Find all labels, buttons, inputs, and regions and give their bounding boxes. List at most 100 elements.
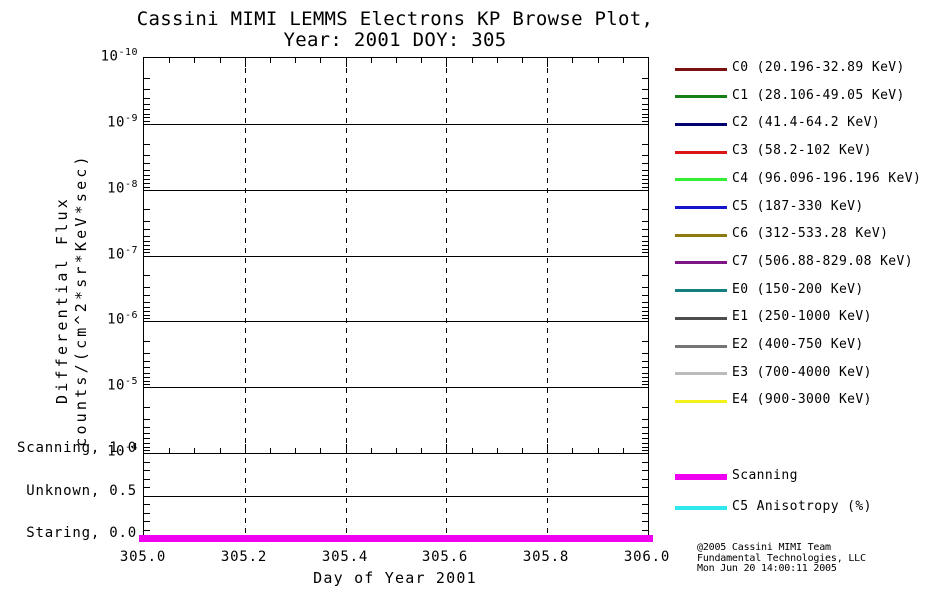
y-log-minor-tick-left (144, 427, 150, 428)
y-tick-exponent: -5 (124, 376, 138, 387)
flux-decade-gridline (144, 124, 648, 125)
x-minor-tick-boundary (396, 448, 397, 453)
x-minor-tick-top (472, 58, 473, 63)
legend-label-scanning: Scanning (732, 468, 798, 483)
chart-title-line2: Year: 2001 DOY: 305 (283, 29, 507, 51)
y-log-minor-tick-right (642, 109, 648, 110)
x-tick-label: 306.0 (623, 549, 671, 565)
x-major-tick-top (446, 58, 447, 67)
vertical-dashed-gridline (245, 58, 246, 538)
y-log-minor-tick-left (144, 361, 150, 362)
legend-label-e2: E2 (400-750 KeV) (732, 337, 864, 352)
y-log-minor-tick-right (642, 302, 648, 303)
y-log-minor-tick-left (144, 155, 150, 156)
flux-decade-gridline (144, 387, 648, 388)
legend: C0 (20.196-32.89 KeV) C1 (28.106-49.05 Ke… (675, 0, 950, 600)
y-tick-exponent: -9 (124, 113, 138, 124)
y-log-minor-tick-right (642, 229, 648, 230)
y-log-minor-tick-right (642, 447, 648, 448)
y-log-minor-tick-right (642, 114, 648, 115)
y-log-minor-tick-left (144, 114, 150, 115)
y-log-minor-tick-left (144, 433, 150, 434)
x-minor-tick-boundary (320, 448, 321, 453)
y-log-minor-tick-left (144, 229, 150, 230)
legend-line-c6 (675, 234, 727, 237)
y-flux-tick-label: 10-4 (0, 442, 138, 460)
mode-minor-tick-left (144, 521, 150, 522)
y-log-minor-tick-right (642, 318, 648, 319)
mode-tick-label: Unknown, 0.5 (26, 483, 137, 499)
y-log-minor-tick-right (642, 121, 648, 122)
y-log-minor-tick-left (144, 384, 150, 385)
legend-label-c3: C3 (58.2-102 KeV) (732, 143, 872, 158)
y-log-minor-tick-right (642, 249, 648, 250)
y-log-minor-tick-right (642, 427, 648, 428)
legend-line-scanning (675, 474, 727, 480)
x-axis-title: Day of Year 2001 (313, 569, 477, 587)
mode-minor-tick-left (144, 530, 150, 531)
y-log-minor-tick-left (144, 302, 150, 303)
y-log-minor-tick-right (642, 307, 648, 308)
legend-label-e4: E4 (900-3000 KeV) (732, 392, 872, 407)
y-log-minor-tick-left (144, 175, 150, 176)
y-log-minor-tick-right (642, 89, 648, 90)
y-log-minor-tick-right (642, 179, 648, 180)
mode-minor-tick-right (642, 513, 648, 514)
vertical-dashed-gridline (446, 58, 447, 538)
y-log-minor-tick-left (144, 98, 150, 99)
legend-line-c0 (675, 68, 727, 71)
x-minor-tick-top (421, 58, 422, 63)
y-log-minor-tick-left (144, 179, 150, 180)
x-minor-tick-top (396, 58, 397, 63)
y-log-minor-tick-left (144, 121, 150, 122)
flux-decade-gridline (144, 256, 648, 257)
y-log-minor-tick-right (642, 155, 648, 156)
x-minor-tick-boundary (497, 448, 498, 453)
y-tick-exponent: -10 (118, 47, 138, 58)
legend-line-c3 (675, 151, 727, 154)
y-log-minor-tick-right (642, 341, 648, 342)
y-log-minor-tick-right (642, 236, 648, 237)
y-log-minor-tick-left (144, 117, 150, 118)
y-log-minor-tick-right (642, 163, 648, 164)
x-minor-tick-top (623, 58, 624, 63)
y-tick-base: 10 (107, 114, 125, 131)
y-log-minor-tick-left (144, 170, 150, 171)
y-tick-exponent: -7 (124, 245, 138, 256)
flux-mode-boundary-line (144, 453, 648, 454)
y-log-minor-tick-left (144, 144, 150, 145)
y-log-minor-tick-left (144, 341, 150, 342)
y-log-minor-tick-right (642, 144, 648, 145)
legend-label-c2: C2 (41.4-64.2 KeV) (732, 115, 881, 130)
y-log-minor-tick-right (642, 443, 648, 444)
y-log-minor-tick-right (642, 295, 648, 296)
vertical-dashed-gridline (547, 58, 548, 538)
mode-minor-tick-right (642, 479, 648, 480)
y-log-minor-tick-right (642, 187, 648, 188)
y-log-minor-tick-left (144, 245, 150, 246)
x-minor-tick-top (572, 58, 573, 63)
y-log-minor-tick-right (642, 175, 648, 176)
y-log-minor-tick-right (642, 241, 648, 242)
mode-minor-tick-right (642, 462, 648, 463)
y-flux-tick-label: 10-10 (0, 47, 138, 65)
y-flux-tick-label: 10-8 (0, 179, 138, 197)
y-log-minor-tick-left (144, 315, 150, 316)
y-flux-tick-label: 10-9 (0, 113, 138, 131)
y-log-minor-tick-left (144, 104, 150, 105)
y-log-minor-tick-left (144, 367, 150, 368)
y-log-minor-tick-left (144, 209, 150, 210)
x-minor-tick-top (169, 58, 170, 63)
credit-line1: @2005 Cassini MIMI Team (697, 542, 831, 553)
legend-line-e3 (675, 372, 727, 375)
y-log-minor-tick-left (144, 163, 150, 164)
y-log-minor-tick-right (642, 245, 648, 246)
y-log-minor-tick-right (642, 315, 648, 316)
x-major-tick-boundary (446, 444, 447, 453)
x-minor-tick-boundary (169, 448, 170, 453)
y-log-minor-tick-right (642, 209, 648, 210)
x-tick-label: 305.2 (220, 549, 268, 565)
y-log-minor-tick-right (642, 373, 648, 374)
flux-decade-gridline (144, 321, 648, 322)
y-log-minor-tick-left (144, 183, 150, 184)
